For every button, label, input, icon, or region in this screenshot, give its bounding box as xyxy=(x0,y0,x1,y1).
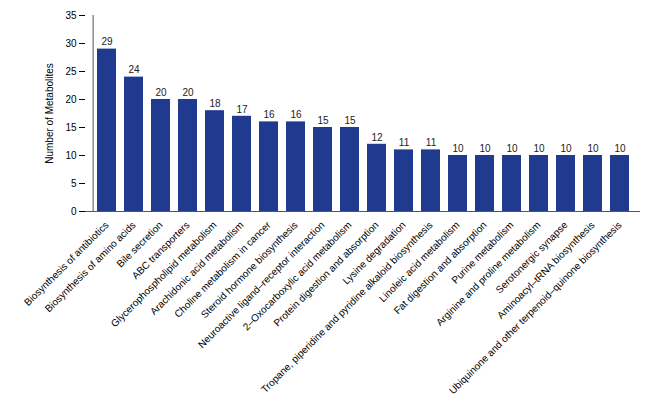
svg-text:Ubiquinone and other terpenoid: Ubiquinone and other terpenoid–quinone b… xyxy=(447,219,624,396)
svg-text:Steroid hormone biosynthesis: Steroid hormone biosynthesis xyxy=(199,219,300,320)
svg-text:35: 35 xyxy=(65,10,77,21)
svg-text:15: 15 xyxy=(317,115,329,126)
svg-text:Tropane, piperidine and pyridi: Tropane, piperidine and pyridine alkaloi… xyxy=(258,219,435,395)
svg-text:Fat digestion and absorption: Fat digestion and absorption xyxy=(391,219,489,317)
svg-text:20: 20 xyxy=(65,94,77,105)
svg-text:10: 10 xyxy=(65,150,77,161)
svg-text:Arachidonic acid metabolism: Arachidonic acid metabolism xyxy=(147,219,246,317)
svg-text:24: 24 xyxy=(128,64,140,75)
svg-text:10: 10 xyxy=(533,143,545,154)
svg-text:0: 0 xyxy=(71,206,77,217)
svg-text:Arginine and proline metabolis: Arginine and proline metabolism xyxy=(433,219,543,328)
svg-text:10: 10 xyxy=(506,143,518,154)
svg-text:Biosynthesis of antibiotics: Biosynthesis of antibiotics xyxy=(21,219,111,308)
svg-text:11: 11 xyxy=(426,137,437,148)
svg-text:ABC transporters: ABC transporters xyxy=(129,219,192,282)
svg-text:18: 18 xyxy=(209,98,221,109)
svg-text:10: 10 xyxy=(587,143,599,154)
svg-text:16: 16 xyxy=(290,109,302,120)
svg-text:Neuroactive ligand–receptor in: Neuroactive ligand–receptor interaction xyxy=(195,219,327,350)
svg-text:Serotonergic synapse: Serotonergic synapse xyxy=(493,219,570,296)
svg-text:30: 30 xyxy=(65,38,77,49)
svg-text:Number of Metabolites: Number of Metabolites xyxy=(44,63,55,164)
svg-text:12: 12 xyxy=(371,132,383,143)
svg-text:11: 11 xyxy=(399,137,410,148)
svg-text:16: 16 xyxy=(263,109,275,120)
svg-text:15: 15 xyxy=(65,122,77,133)
svg-text:5: 5 xyxy=(71,178,77,189)
svg-text:17: 17 xyxy=(236,104,248,115)
svg-text:10: 10 xyxy=(614,143,626,154)
svg-text:Protein digestion and absorpti: Protein digestion and absorption xyxy=(271,219,380,328)
svg-text:Lysine degradation: Lysine degradation xyxy=(340,219,408,287)
svg-text:20: 20 xyxy=(155,87,167,98)
svg-text:Aminoacyl–tRNA biosynthesis: Aminoacyl–tRNA biosynthesis xyxy=(495,219,597,321)
svg-text:Purine metabolism: Purine metabolism xyxy=(449,219,516,286)
svg-text:Biosynthesis of amino acids: Biosynthesis of amino acids xyxy=(42,219,138,315)
svg-text:Bile secretion: Bile secretion xyxy=(114,219,164,269)
svg-text:20: 20 xyxy=(182,87,194,98)
svg-text:15: 15 xyxy=(344,115,356,126)
svg-text:10: 10 xyxy=(560,143,572,154)
svg-text:Choline metabolism in cancer: Choline metabolism in cancer xyxy=(172,219,273,320)
svg-text:29: 29 xyxy=(101,36,113,47)
svg-text:25: 25 xyxy=(65,66,77,77)
svg-text:Glycerophospholipid metabolism: Glycerophospholipid metabolism xyxy=(108,219,219,330)
svg-text:10: 10 xyxy=(479,143,491,154)
svg-text:10: 10 xyxy=(452,143,464,154)
svg-text:2–Oxocarboxylic acid metabolis: 2–Oxocarboxylic acid metabolism xyxy=(240,219,354,333)
svg-text:Linoleic acid metabolism: Linoleic acid metabolism xyxy=(376,219,462,304)
